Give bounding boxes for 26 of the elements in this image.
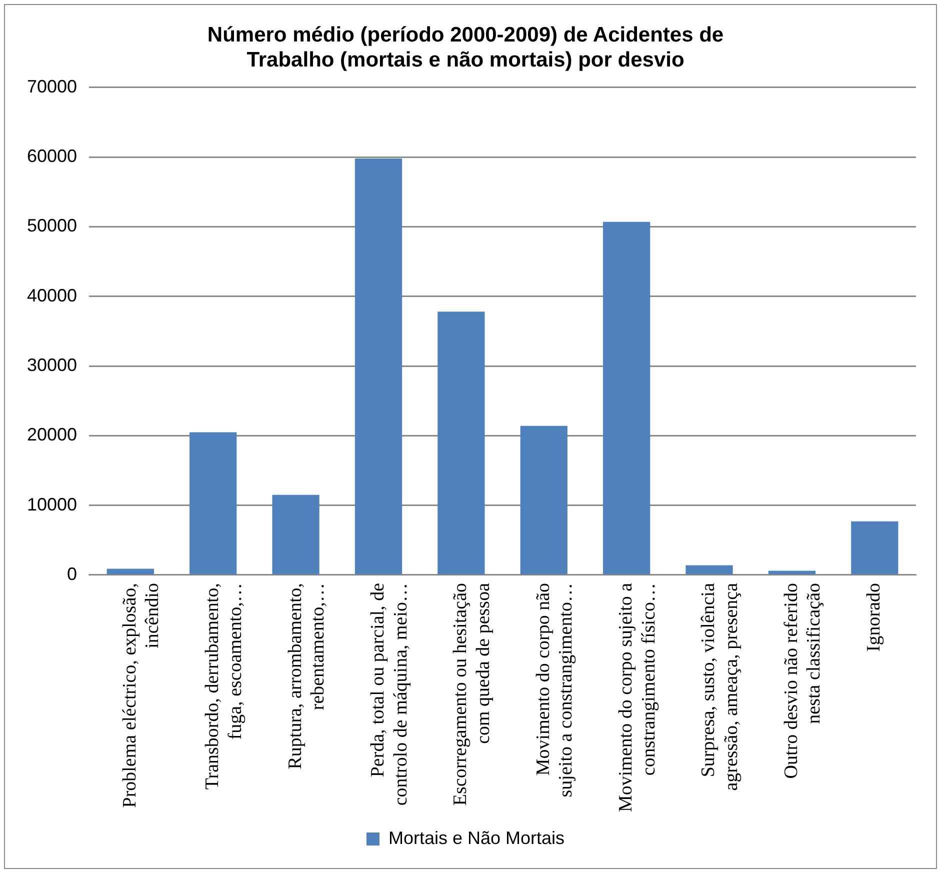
x-tick-label: Movimento do corpo sujeito a constrangimento físico… [616, 582, 660, 812]
y-tick-label: 60000 [26, 146, 78, 166]
bar [603, 222, 650, 574]
bar [686, 565, 733, 574]
y-tick-label: 70000 [26, 76, 78, 96]
x-tick-label: Ruptura, arrombamento, rebentamento,… [284, 582, 329, 770]
bar [106, 568, 154, 574]
x-tick-label: Problema eléctrico, explosão, incêndio [119, 582, 164, 808]
y-tick-label: 50000 [26, 216, 78, 236]
y-tick-label: 20000 [26, 424, 78, 445]
bar [520, 426, 568, 574]
legend-label: Mortais e Não Mortais [388, 828, 565, 848]
y-tick-label: 40000 [26, 285, 78, 306]
x-tick-label: Perda, total ou parcial, de controlo de máquina, meio… [367, 582, 412, 806]
bar [438, 312, 485, 574]
chart-title: Número médio (período 2000-2009) de Acidentes de Trabalho (mortais e não mortais) por desvio [207, 23, 724, 72]
x-tick-label: Movimento do corpo não sujeito a constrangimento… [532, 582, 577, 798]
bar [190, 432, 237, 574]
y-tick-label: 30000 [26, 354, 78, 375]
x-tick-label: Transbordo, derrubamento, fuga, escoamento,… [202, 582, 246, 790]
bar [354, 158, 402, 574]
y-tick-label: 0 [67, 564, 78, 584]
y-tick-label: 10000 [26, 494, 78, 514]
x-tick-label: Ignorado [864, 582, 885, 652]
bar [272, 494, 320, 574]
bar [851, 521, 898, 574]
